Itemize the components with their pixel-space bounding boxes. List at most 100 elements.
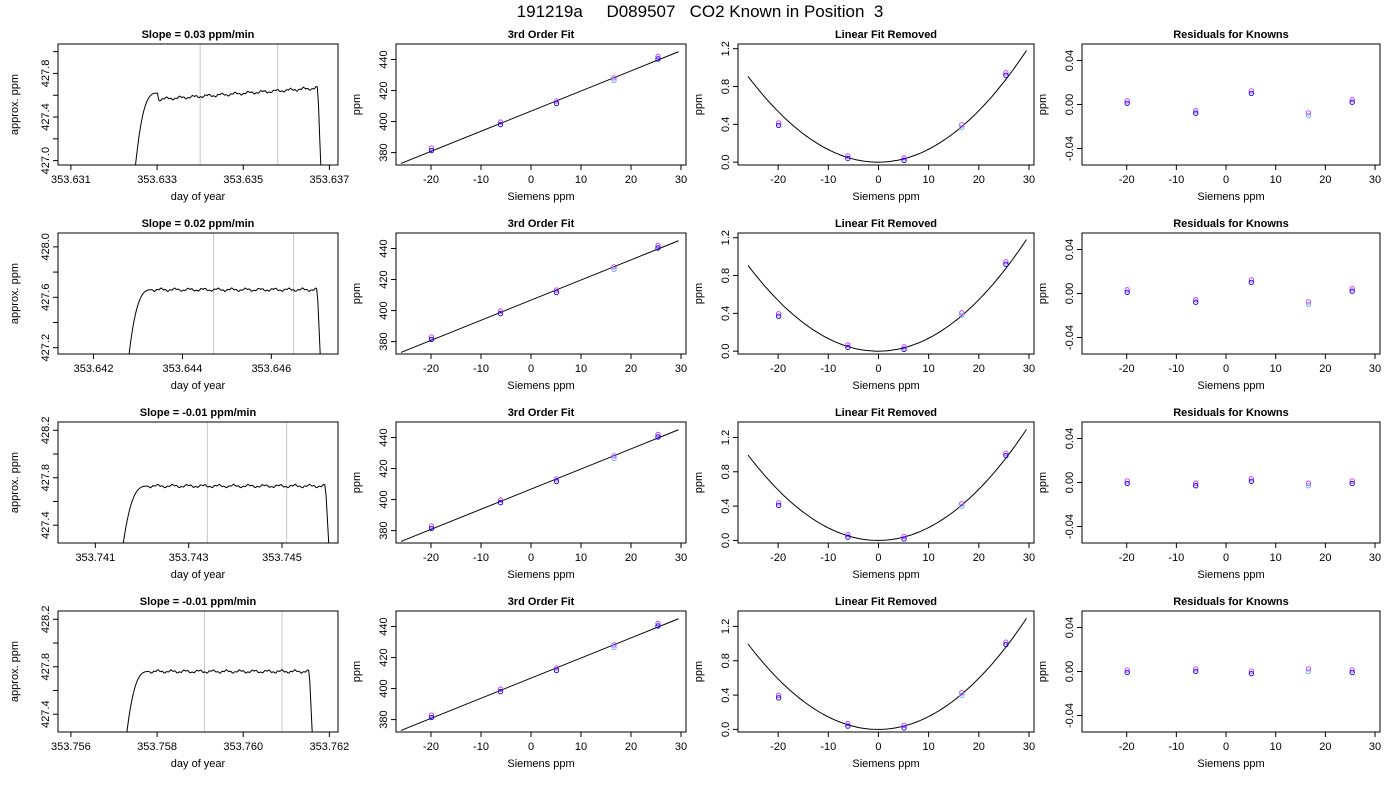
x-tick-label: 20: [625, 363, 637, 375]
plot-frame: [737, 610, 1035, 733]
x-tick-label: 0: [1223, 363, 1229, 375]
x-axis-label: day of year: [171, 380, 226, 392]
y-tick-label: 0.8: [720, 268, 732, 283]
y-tick-label: 380: [378, 521, 390, 539]
data-point: [1248, 670, 1255, 677]
y-axis-label: ppm: [351, 472, 363, 493]
data-point-ref: [611, 264, 617, 270]
x-tick-label: 353.760: [223, 741, 263, 753]
data-point: [1305, 112, 1312, 119]
y-axis-label: ppm: [693, 283, 705, 304]
panel-r1-c1: 3rd Order Fit -20 -10 0 10 20 30 380 400 420 440 Si…: [351, 218, 687, 392]
y-tick-label: 420: [378, 459, 390, 477]
data-point-ref: [1003, 450, 1009, 456]
data-point-ref: [775, 311, 782, 317]
x-tick-label: 0: [528, 174, 534, 186]
fit-curve: [747, 429, 1027, 541]
x-tick-label: 10: [575, 741, 587, 753]
data-point: [655, 623, 661, 629]
x-tick-label: 353.756: [51, 741, 91, 753]
data-point: [655, 56, 661, 62]
x-axis-label: Siemens ppm: [1197, 758, 1264, 770]
x-tick-label: 30: [1023, 741, 1035, 753]
x-tick-label: -10: [820, 552, 836, 564]
plot-area: [400, 429, 679, 542]
fit-line: [400, 429, 679, 542]
data-point-ref: [497, 119, 504, 125]
data-point: [1124, 289, 1130, 295]
y-axis-label: approx. ppm: [9, 452, 21, 513]
x-tick-label: 10: [575, 174, 587, 186]
x-tick-label: -20: [1119, 363, 1135, 375]
data-point: [1124, 100, 1130, 106]
plot-area: [400, 51, 679, 164]
y-tick-label: 0.00: [1064, 94, 1076, 115]
data-point: [901, 157, 907, 163]
data-point: [1349, 480, 1355, 487]
x-tick-label: -20: [423, 174, 439, 186]
data-point: [1124, 480, 1130, 487]
x-tick-label: 0: [875, 741, 881, 753]
y-tick-label: 0.0: [720, 155, 732, 170]
y-tick-label: 0.00: [1064, 472, 1076, 493]
data-point: [655, 245, 661, 251]
data-point-ref: [553, 287, 560, 293]
data-point: [428, 714, 435, 721]
panel-title: Residuals for Knowns: [1173, 596, 1289, 608]
data-point: [1305, 301, 1312, 308]
y-tick-label: 428.2: [40, 606, 52, 634]
y-tick-label: -0.04: [1064, 325, 1076, 350]
panel-title: Slope = 0.03 ppm/min: [142, 29, 255, 41]
x-axis-label: Siemens ppm: [852, 380, 919, 392]
fit-line: [400, 240, 679, 353]
panels: Slope = 0.03 ppm/min 353.631 353.633 353.63…: [9, 29, 1381, 770]
x-tick-label: 10: [1270, 174, 1282, 186]
x-tick-label: 30: [675, 552, 687, 564]
y-tick-label: 440: [378, 428, 390, 446]
fit-curve: [747, 50, 1027, 163]
x-tick-label: 0: [528, 741, 534, 753]
plot-frame: [57, 232, 339, 355]
fit-line: [400, 51, 679, 164]
y-axis-label: ppm: [1037, 283, 1049, 304]
x-tick-label: 30: [1369, 174, 1381, 186]
y-tick-label: 427.0: [40, 147, 52, 175]
data-point: [775, 502, 782, 509]
data-point: [1124, 669, 1130, 676]
data-point-ref: [845, 342, 851, 348]
data-point-ref: [1124, 98, 1130, 104]
y-tick-label: -0.04: [1064, 136, 1076, 161]
data-point-ref: [655, 431, 661, 438]
y-tick-label: 0.04: [1064, 239, 1076, 260]
panel-title: Slope = 0.02 ppm/min: [142, 218, 255, 230]
series-line: [122, 483, 330, 543]
data-point: [1003, 72, 1009, 78]
data-point: [1003, 641, 1009, 648]
panel-title: 3rd Order Fit: [508, 407, 575, 419]
data-point-ref: [497, 497, 504, 503]
y-tick-label: 0.04: [1064, 617, 1076, 638]
data-point-ref: [1349, 667, 1355, 673]
panel-r1-c2: Linear Fit Removed -20 -10 0 10 20 30 0.0 0.4 0.8…: [693, 218, 1035, 392]
plot-frame: [737, 43, 1035, 166]
y-tick-label: -0.04: [1064, 703, 1076, 728]
data-point-ref: [959, 690, 965, 696]
data-point: [553, 289, 560, 296]
y-tick-label: 428.0: [40, 233, 52, 261]
x-tick-label: -20: [770, 552, 786, 564]
x-tick-label: 0: [1223, 174, 1229, 186]
x-tick-label: -20: [423, 552, 439, 564]
x-tick-label: 353.743: [169, 552, 209, 564]
y-axis-label: approx. ppm: [9, 263, 21, 324]
plot-frame: [57, 610, 339, 733]
data-point: [553, 100, 560, 107]
x-tick-label: 353.762: [310, 741, 350, 753]
y-tick-label: 0.8: [720, 79, 732, 94]
data-point: [1305, 668, 1312, 675]
y-tick-label: 427.2: [40, 334, 52, 362]
x-tick-label: -20: [770, 363, 786, 375]
x-tick-label: 0: [1223, 552, 1229, 564]
data-point-ref: [845, 531, 851, 538]
x-tick-label: 0: [875, 552, 881, 564]
data-point-ref: [1248, 476, 1255, 482]
